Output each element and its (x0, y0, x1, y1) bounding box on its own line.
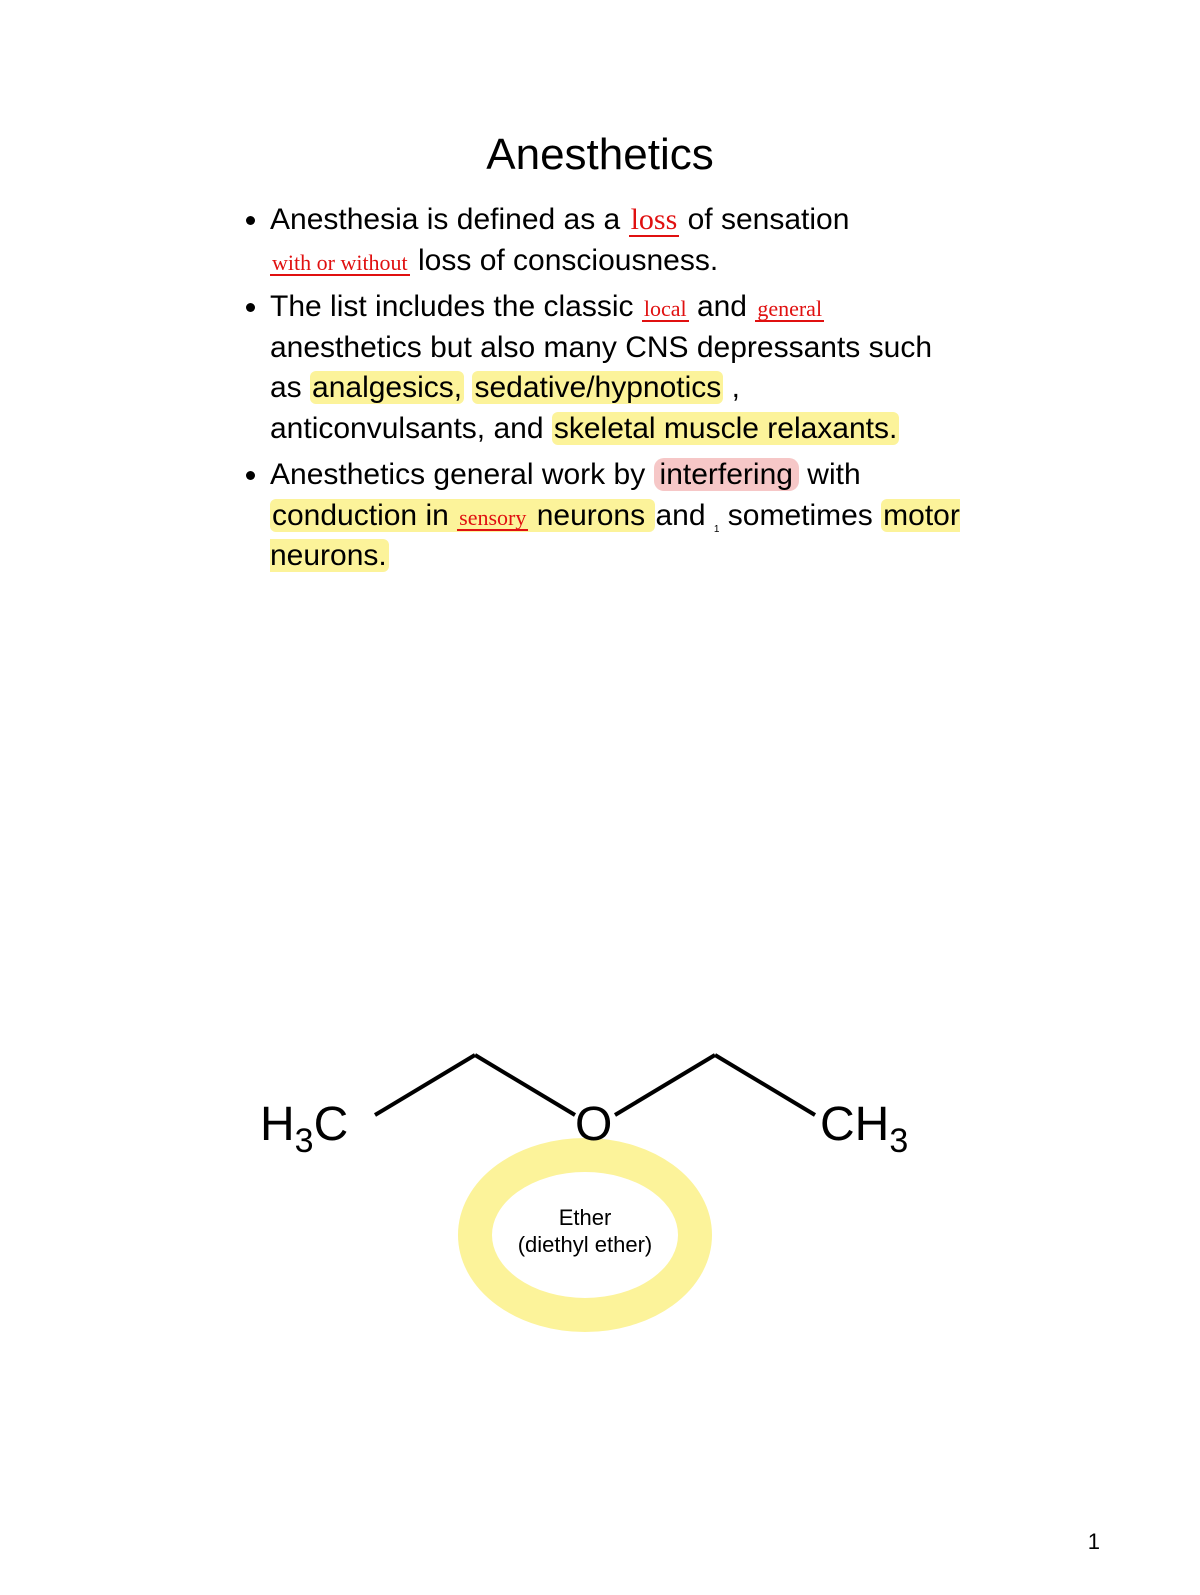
bullet-3: Anesthetics general work by interfering … (270, 455, 960, 577)
text: with (807, 458, 860, 491)
text: Anesthetics general work by (270, 458, 654, 491)
handwritten-blank-with-or-without: with or without (270, 252, 410, 276)
label-ch3: CH3 (820, 1098, 908, 1160)
slide-footnote-1: 1 (714, 524, 720, 535)
highlight-interfering: interfering (654, 458, 799, 491)
label-h3c: H3C (260, 1098, 348, 1160)
text: conduction in (272, 499, 457, 532)
text: neurons (537, 499, 645, 532)
handwritten-blank-sensory: sensory (457, 507, 528, 531)
bullet-list: Anesthesia is defined as a loss of sensa… (240, 200, 960, 583)
page-title: Anesthetics (0, 130, 1200, 180)
ether-svg: H3C O CH3 Ether (diethyl ether) (250, 1010, 950, 1350)
bullet-1: Anesthesia is defined as a loss of sensa… (270, 200, 960, 281)
label-o: O (575, 1098, 612, 1151)
text: and (655, 499, 713, 532)
highlight-conduction-neurons: conduction in sensory neurons (270, 499, 655, 532)
text: and (697, 290, 755, 323)
caption-line2: (diethyl ether) (518, 1232, 653, 1257)
text: sometimes (728, 499, 881, 532)
text: Anesthesia is defined as a (270, 203, 629, 236)
handwritten-blank-general: general (755, 298, 824, 322)
caption-line1: Ether (559, 1205, 612, 1230)
ether-structure: H3C O CH3 Ether (diethyl ether) (250, 1010, 950, 1350)
highlight-analgesics: analgesics, (310, 371, 464, 404)
text: The list includes the classic (270, 290, 642, 323)
page-number: 1 (1088, 1529, 1100, 1555)
ether-caption: Ether (diethyl ether) (518, 1205, 653, 1257)
atom-labels: H3C O CH3 (260, 1098, 908, 1160)
page: Anesthetics Anesthesia is defined as a l… (0, 0, 1200, 1595)
highlight-sedative-hypnotics: sedative/hypnotics (472, 371, 723, 404)
highlight-skeletal-muscle-relaxants: skeletal muscle relaxants. (552, 412, 899, 445)
text: of sensation (688, 203, 850, 236)
handwritten-blank-loss: loss (629, 205, 680, 237)
handwritten-blank-local: local (642, 298, 689, 322)
bullet-2: The list includes the classic local and … (270, 287, 960, 449)
text: loss of consciousness. (418, 244, 718, 277)
